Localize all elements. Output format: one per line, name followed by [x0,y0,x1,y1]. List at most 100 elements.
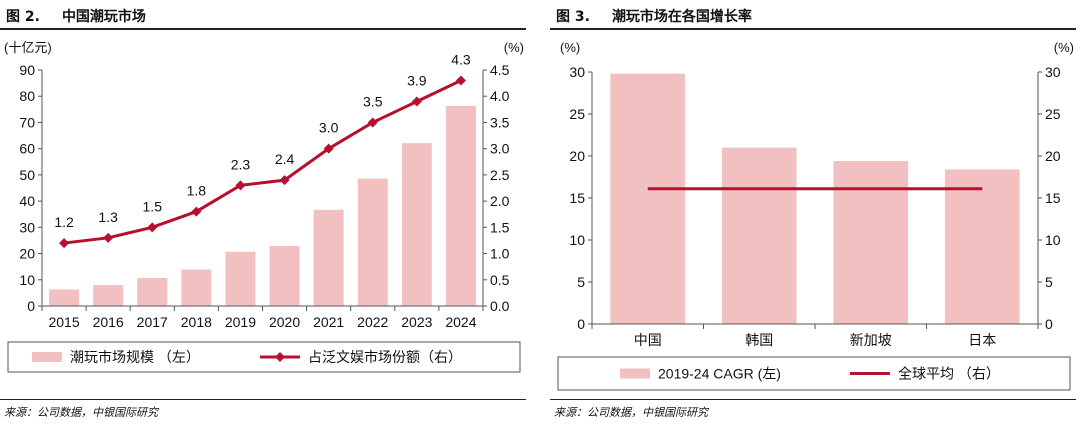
figure-2-heading: 图 2. 中国潮玩市场 [6,6,146,26]
bar-韩国 [721,147,797,324]
y-right-tick-label: 0.0 [490,298,510,314]
bar-2024 [445,105,476,307]
y-left-tick-label: 70 [19,114,35,130]
bar-2020 [269,245,300,306]
y-left-tick-label: 20 [569,148,585,164]
legend-bar-swatch [620,368,650,379]
x-tick-label-新加坡: 新加坡 [850,332,892,348]
figure-3-number: 图 3. [556,9,590,25]
figure-3-top-rule [550,28,1076,30]
legend-bar-label: 2019-24 CAGR (左) [658,366,781,382]
y-left-tick-label: 60 [19,141,35,157]
y-right-tick-label: 2.0 [490,193,510,209]
figure-2-top-rule [0,28,526,30]
line-data-label-2021: 3.0 [319,120,339,136]
y-left-tick-label: 90 [19,62,35,78]
bar-2022 [357,178,388,306]
x-tick-label-2018: 2018 [181,314,212,330]
figure-2-panel: 图 2. 中国潮玩市场 (十亿元) (%) 0 10 20 30 40 50 60 70 80 90 0.… [0,0,530,436]
line-data-label-2023: 3.9 [407,72,427,88]
y-left-tick-label: 30 [569,64,585,80]
x-tick-label-2022: 2022 [357,314,388,330]
line-marker-2022 [367,117,378,128]
x-tick-label-2020: 2020 [269,314,300,330]
figure-2-bottom-rule [0,399,526,400]
y-left-tick-label: 15 [569,190,585,206]
y-axis-right-unit: (%) [1054,40,1074,55]
y-left-tick-label: 10 [569,232,585,248]
y-right-tick-label: 0 [1045,316,1053,332]
bar-2019 [225,251,256,306]
line-marker-2021 [323,143,334,154]
bar-2016 [93,285,124,306]
figure-2-title: 中国潮玩市场 [61,9,146,25]
x-tick-label-2019: 2019 [225,314,256,330]
y-right-tick-label: 20 [1045,148,1061,164]
line-data-label-2016: 1.3 [98,209,118,225]
bar-2017 [137,277,168,306]
line-marker-2024 [455,75,466,86]
y-right-tick-label: 4.0 [490,88,510,104]
bar-中国 [610,73,686,325]
y-left-tick-label: 20 [19,246,35,262]
y-right-tick-label: 30 [1045,64,1061,80]
legend-line-marker [275,352,285,362]
line-data-label-2018: 1.8 [187,183,207,199]
x-tick-label-2023: 2023 [401,314,432,330]
legend-line-label: 占泛文娱市场份额（右） [308,349,462,365]
line-data-label-2015: 1.2 [54,214,74,230]
line-data-label-2020: 2.4 [275,151,295,167]
figure-2-number: 图 2. [6,9,40,25]
y-right-tick-label: 10 [1045,232,1061,248]
bar-2021 [313,209,344,306]
line-marker-2015 [59,238,70,249]
figure-2-source: 来源：公司数据，中银国际研究 [4,406,158,419]
y-axis-left-unit: (%) [560,40,580,55]
legend-bar-label: 潮玩市场规模 （左） [70,349,200,365]
y-right-tick-label: 1.0 [490,246,510,262]
figure-3-chart: (%) (%) 0 5 10 15 20 25 30 0 5 10 15 20 25 30 中国 韩国 新加坡 日本 2… [557,40,1074,391]
line-marker-2018 [191,206,202,217]
x-tick-label-2016: 2016 [93,314,124,330]
line-marker-2016 [103,232,114,243]
y-left-tick-label: 10 [19,272,35,288]
x-tick-label-2015: 2015 [48,314,79,330]
y-right-tick-label: 3.5 [490,114,510,130]
y-right-tick-label: 0.5 [490,272,510,288]
line-data-label-2017: 1.5 [143,198,163,214]
figure-3-heading: 图 3. 潮玩市场在各国增长率 [556,6,752,26]
y-left-tick-label: 25 [569,106,585,122]
line-data-label-2022: 3.5 [363,93,383,109]
y-left-tick-label: 0 [577,316,585,332]
legend-box [557,356,1071,391]
y-left-tick-label: 80 [19,88,35,104]
figure-2-chart: (十亿元) (%) 0 10 20 30 40 50 60 70 80 90 0.0 0.5 1.0 1.5 2… [4,40,524,373]
bar-新加坡 [833,161,909,324]
x-tick-label-2017: 2017 [137,314,168,330]
figure-3-title: 潮玩市场在各国增长率 [611,9,752,25]
y-right-tick-label: 3.0 [490,141,510,157]
bar-2023 [401,143,432,306]
line-marker-2023 [411,96,422,107]
y-right-tick-label: 1.5 [490,219,510,235]
line-marker-2017 [147,222,158,233]
y-axis-left-unit: (十亿元) [4,40,52,55]
y-axis-right-unit: (%) [504,40,524,55]
bar-日本 [944,169,1020,324]
y-right-tick-label: 15 [1045,190,1061,206]
figure-3-source: 来源：公司数据，中银国际研究 [554,406,708,419]
share-line [63,79,462,245]
y-right-tick-label: 25 [1045,106,1061,122]
x-tick-label-韩国: 韩国 [745,332,773,348]
line-data-label-2024: 4.3 [451,51,471,67]
legend-bar-swatch [32,352,62,362]
y-left-tick-label: 5 [577,274,585,290]
figure-3-bottom-rule [550,399,1076,400]
y-right-tick-label: 4.5 [490,62,510,78]
y-left-tick-label: 0 [27,298,35,314]
y-right-tick-label: 2.5 [490,167,510,183]
line-marker-2020 [279,175,290,186]
x-tick-label-2021: 2021 [313,314,344,330]
legend-line-label: 全球平均 （右） [898,366,1000,382]
line-data-label-2019: 2.3 [231,156,251,172]
